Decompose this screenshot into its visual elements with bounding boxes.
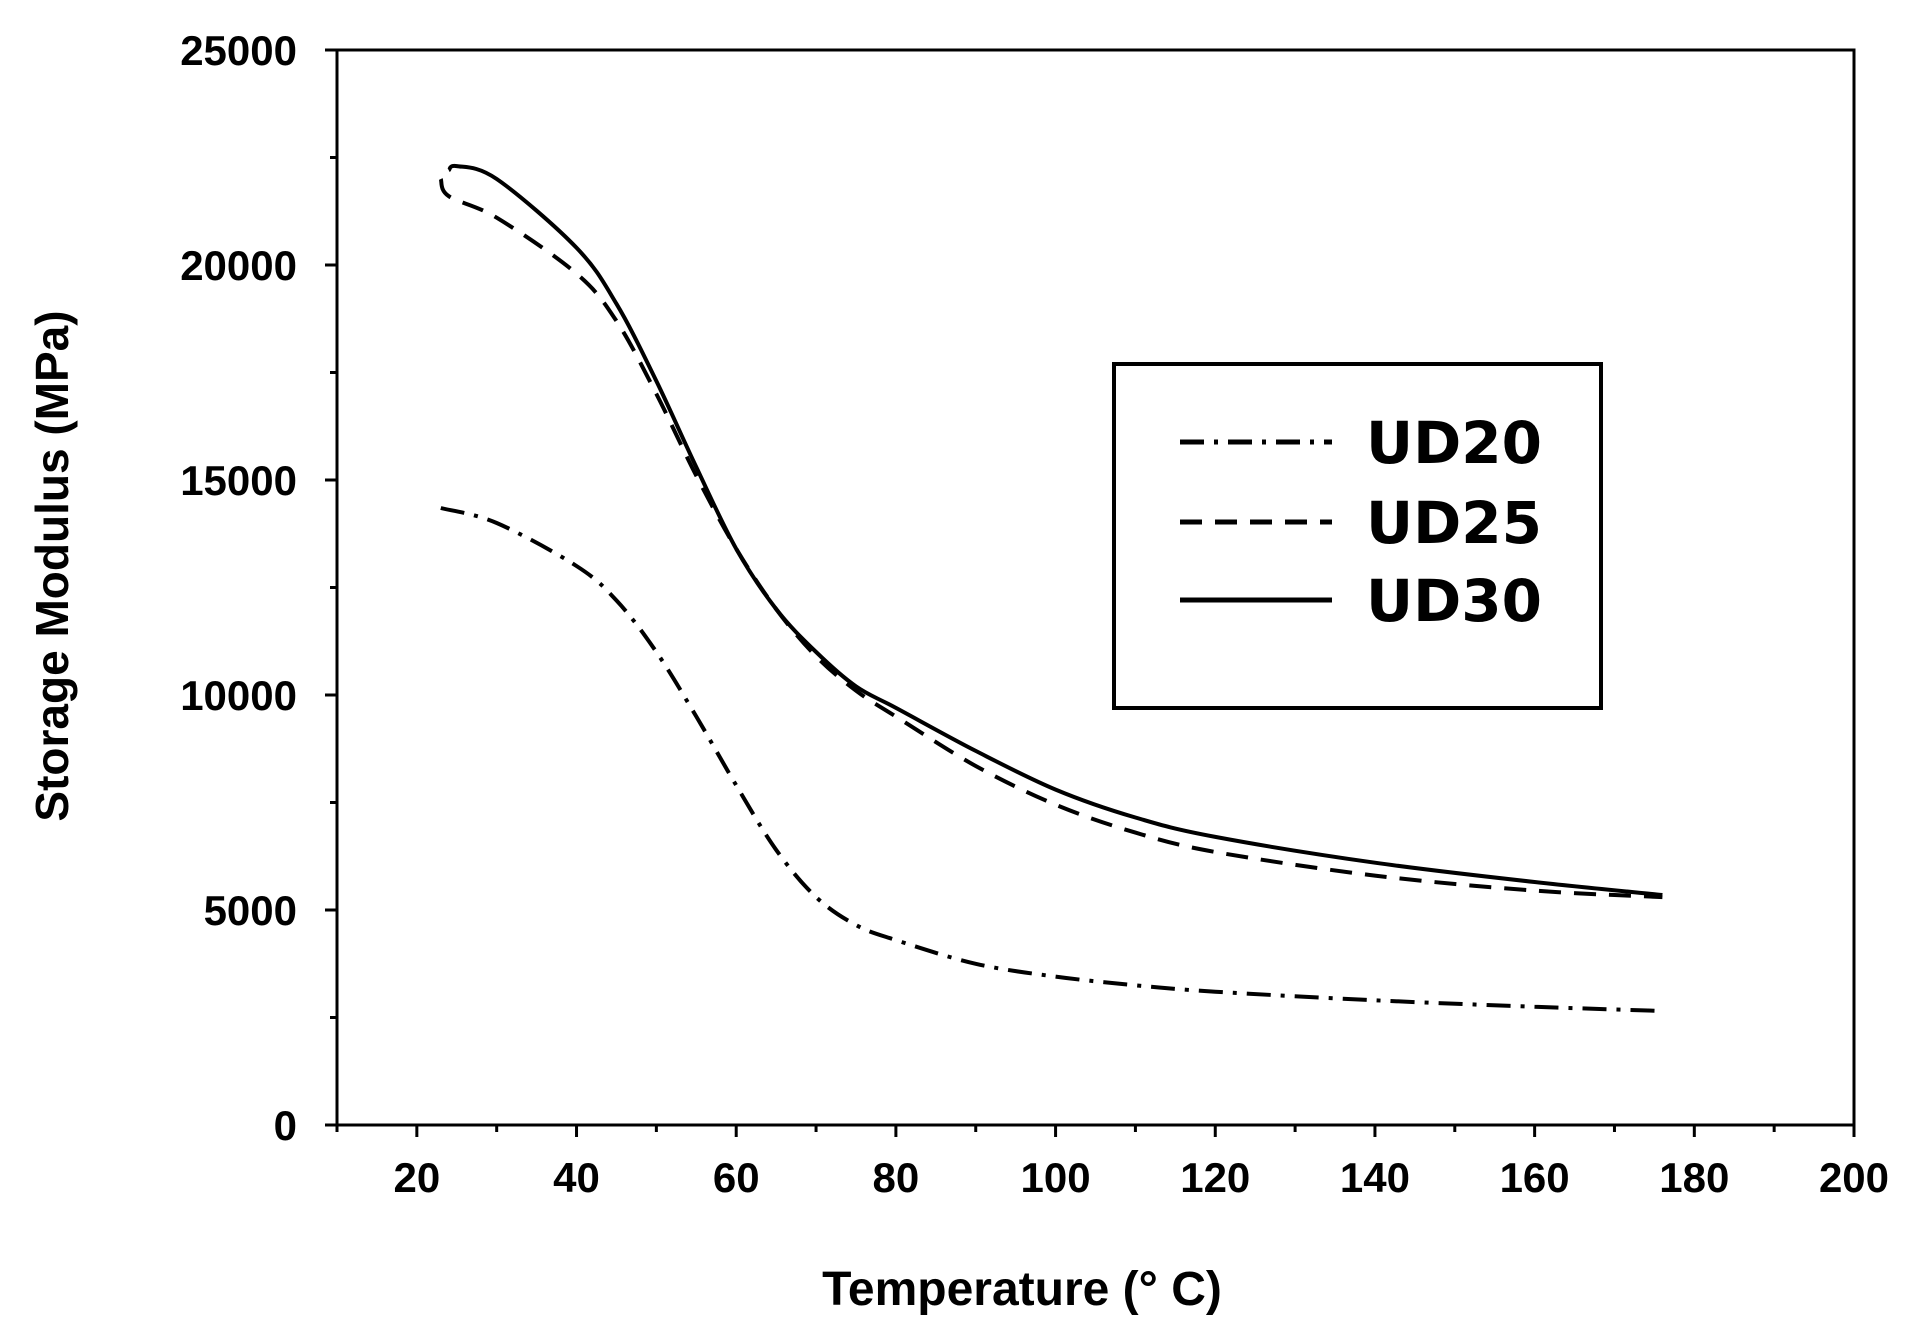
y-tick-label: 25000 (180, 27, 297, 74)
x-axis-title: Temperature (° C) (822, 1263, 1222, 1316)
x-tick-label: 40 (553, 1154, 600, 1201)
legend-label-ud25: UD25 (1366, 489, 1542, 557)
legend: UD20 UD25 UD30 (1112, 362, 1603, 710)
x-tick-label: 100 (1021, 1154, 1091, 1201)
legend-label-ud20: UD20 (1366, 409, 1542, 477)
y-tick-label: 15000 (180, 457, 297, 504)
y-axis-title: Storage Modulus (MPa) (26, 310, 78, 821)
y-tick-label: 10000 (180, 672, 297, 719)
x-tick-label: 120 (1180, 1154, 1250, 1201)
x-tick-label: 80 (873, 1154, 920, 1201)
y-tick-label: 5000 (204, 887, 297, 934)
series-lines (438, 163, 1663, 1013)
series-line-ud30 (447, 163, 1663, 897)
y-axis-tick-labels: 0 5000 10000 15000 20000 25000 (180, 27, 297, 1149)
x-tick-label: 200 (1819, 1154, 1889, 1201)
legend-label-ud30: UD30 (1366, 567, 1542, 635)
x-tick-label: 60 (713, 1154, 760, 1201)
y-axis-ticks (325, 48, 337, 1127)
legend-box (1112, 362, 1603, 710)
x-tick-label: 160 (1500, 1154, 1570, 1201)
series-line-ud25 (438, 178, 1663, 900)
x-axis-ticks (335, 1125, 1856, 1137)
x-tick-label: 140 (1340, 1154, 1410, 1201)
series-line-ud20 (440, 506, 1663, 1013)
x-tick-label: 20 (393, 1154, 440, 1201)
x-tick-label: 180 (1659, 1154, 1729, 1201)
y-tick-label: 0 (274, 1102, 297, 1149)
plot-area (335, 48, 1856, 1127)
y-tick-label: 20000 (180, 242, 297, 289)
x-axis-tick-labels: 20 40 60 80 100 120 140 160 180 200 (393, 1154, 1889, 1201)
